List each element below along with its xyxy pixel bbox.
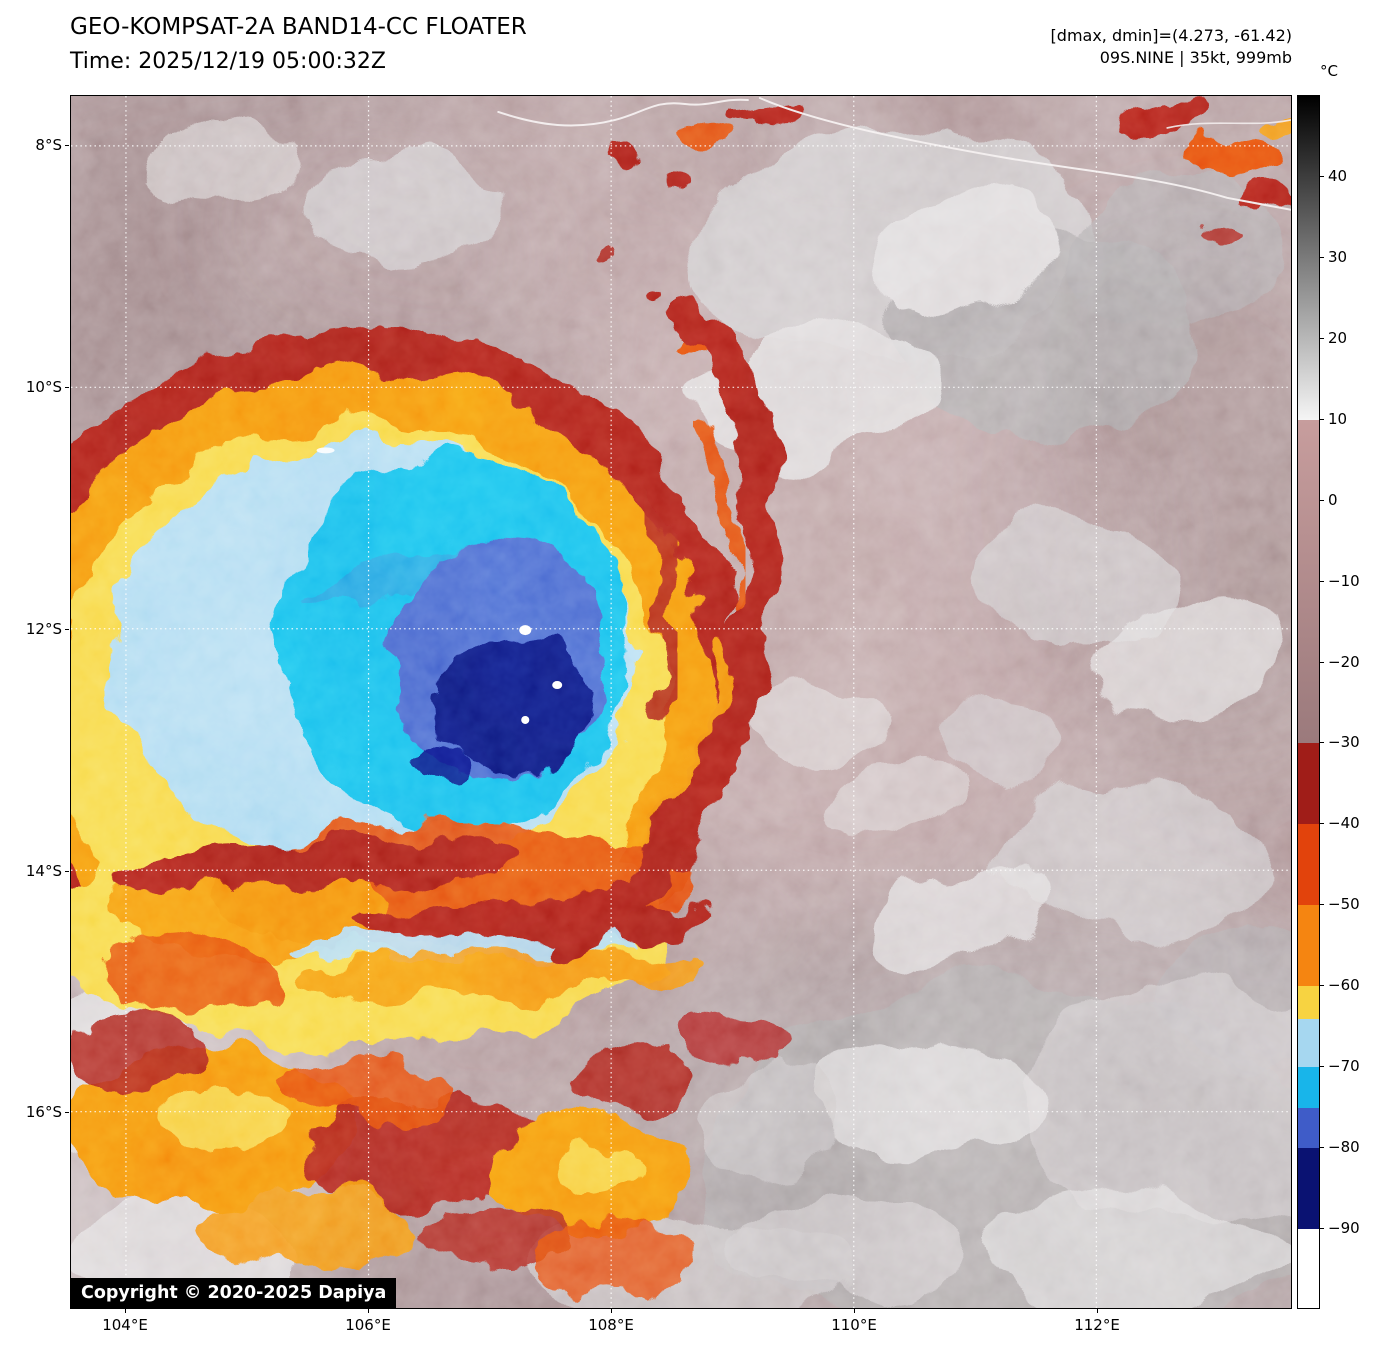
colorbar-tick-label--70: −70 [1328, 1057, 1360, 1076]
lon-tick-label-112: 112°E [1074, 1316, 1120, 1334]
colorbar-tick-label--80: −80 [1328, 1138, 1360, 1157]
colorbar-tick-mark--60 [1320, 985, 1324, 987]
lat-tick-label-12: 12°S [25, 619, 62, 638]
colorbar-tick-mark--10 [1320, 580, 1324, 582]
satellite-map-panel: Copyright © 2020-2025 Dapiya [70, 95, 1292, 1309]
timestamp-label: Time: 2025/12/19 05:00:32Z [70, 49, 386, 74]
colorbar-segment--80to-90 [1298, 1148, 1319, 1230]
lat-tick-mark-14 [65, 870, 69, 872]
satellite-image [71, 96, 1291, 1308]
colorbar-tick-mark-10 [1320, 418, 1324, 420]
colorbar-segment--30to-40 [1298, 743, 1319, 825]
colorbar-tick-label-0: 0 [1328, 490, 1338, 509]
lon-tick-mark-104 [125, 1309, 127, 1313]
latlon-gridlines [71, 96, 1291, 1308]
colorbar-segment-50to10 [1298, 96, 1319, 420]
lat-tick-label-16: 16°S [25, 1103, 62, 1122]
lat-tick-label-10: 10°S [25, 377, 62, 396]
fine-cloud-grain-texture [71, 96, 1291, 1308]
colorbar-tick-label--30: −30 [1328, 733, 1360, 752]
colorbar-tick-label-30: 30 [1328, 247, 1348, 266]
colorbar-tick-mark--50 [1320, 904, 1324, 906]
dmax-dmin-annotation: [dmax, dmin]=(4.273, -61.42) [1050, 26, 1292, 45]
copyright-badge: Copyright © 2020-2025 Dapiya [71, 1277, 397, 1308]
lat-tick-mark-12 [65, 628, 69, 630]
colorbar-tick-mark--80 [1320, 1147, 1324, 1149]
lon-tick-label-106: 106°E [345, 1316, 391, 1334]
colorbar-tick-label-10: 10 [1328, 409, 1348, 428]
colorbar-segment-10to-30 [1298, 419, 1319, 744]
lat-tick-mark-10 [65, 386, 69, 388]
colorbar-segment--50to-60 [1298, 905, 1319, 987]
colorbar-tick-mark--40 [1320, 823, 1324, 825]
colorbar-tick-mark-30 [1320, 256, 1324, 258]
lon-tick-mark-112 [1097, 1309, 1099, 1313]
colorbar-segment--64to-70 [1298, 1018, 1319, 1068]
lat-tick-mark-16 [65, 1112, 69, 1114]
colorbar-tick-mark--30 [1320, 742, 1324, 744]
lon-tick-label-110: 110°E [831, 1316, 877, 1334]
storm-intensity-annotation: 09S.NINE | 35kt, 999mb [1099, 48, 1292, 67]
colorbar-tick-label--20: −20 [1328, 652, 1360, 671]
lon-tick-label-108: 108°E [588, 1316, 634, 1334]
temperature-colorbar [1297, 95, 1320, 1309]
colorbar-tick-label--60: −60 [1328, 976, 1360, 995]
colorbar-tick-label-40: 40 [1328, 166, 1348, 185]
colorbar-tick-label--50: −50 [1328, 895, 1360, 914]
colorbar-tick-label--40: −40 [1328, 814, 1360, 833]
lat-tick-mark-8 [65, 144, 69, 146]
colorbar-tick-mark-40 [1320, 175, 1324, 177]
colorbar-segment--70to-75 [1298, 1067, 1319, 1108]
colorbar-segment--60to-64 [1298, 986, 1319, 1019]
colorbar-segment--75to-80 [1298, 1107, 1319, 1149]
colorbar-tick-mark-0 [1320, 499, 1324, 501]
lat-tick-label-8: 8°S [35, 135, 62, 154]
colorbar-tick-label--10: −10 [1328, 571, 1360, 590]
colorbar-segment--90to-100 [1298, 1229, 1319, 1308]
colorbar-tick-mark--90 [1320, 1228, 1324, 1230]
colorbar-tick-label-20: 20 [1328, 328, 1348, 347]
lon-tick-mark-110 [854, 1309, 856, 1313]
colorbar-unit-label: °C [1320, 62, 1338, 80]
page-title: GEO-KOMPSAT-2A BAND14-CC FLOATER [70, 14, 527, 40]
colorbar-tick-label--90: −90 [1328, 1219, 1360, 1238]
lat-tick-label-14: 14°S [25, 861, 62, 880]
colorbar-tick-mark--20 [1320, 661, 1324, 663]
colorbar-segment--40to-50 [1298, 824, 1319, 906]
lon-tick-label-104: 104°E [102, 1316, 148, 1334]
colorbar-tick-mark-20 [1320, 337, 1324, 339]
lon-tick-mark-106 [368, 1309, 370, 1313]
lon-tick-mark-108 [611, 1309, 613, 1313]
colorbar-tick-mark--70 [1320, 1066, 1324, 1068]
